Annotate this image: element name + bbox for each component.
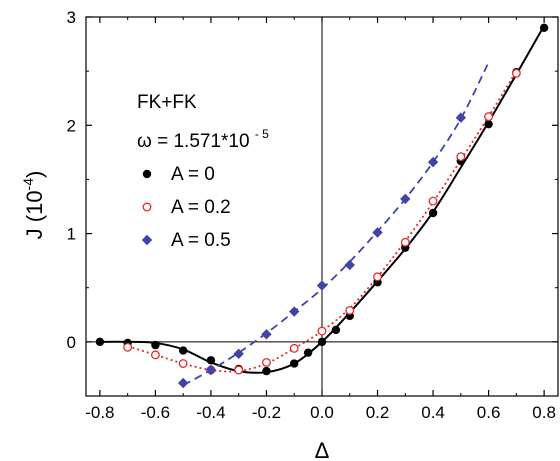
data-point-a-0: [262, 366, 271, 376]
x-tick-label: 0.8: [532, 403, 556, 422]
data-point-a-0-2: [511, 68, 521, 78]
data-point-a-0-2: [262, 357, 271, 367]
data-point-a-0-5: [261, 329, 272, 340]
data-point-a-0-2: [484, 112, 494, 122]
data-point-a-0-5: [233, 348, 244, 359]
data-point-a-0-5: [316, 280, 328, 291]
legend-marker-a-0: [142, 169, 152, 179]
x-tick-label: 0.0: [310, 403, 334, 422]
data-point-a-0-2: [456, 152, 466, 162]
data-point-a-0: [303, 348, 313, 357]
data-point-a-0-2: [150, 350, 160, 360]
y-axis-title: J (10-4): [20, 171, 47, 240]
axis-titles: Δ J (10-4): [20, 171, 330, 461]
legend-label-a-0: A = 0: [171, 164, 215, 185]
legend-marker-a-0-2: [142, 202, 152, 212]
axes: -0.8 -0.6 -0.4 -0.2 0.0 0.2 0.4 0.6 0.8 0 1 2 3: [67, 8, 559, 422]
legend-marker-a-0-5: [141, 234, 153, 246]
data-point-a-0: [290, 359, 299, 368]
data-point-a-0-2: [428, 196, 438, 206]
series-line-a-0-2: [127, 70, 518, 373]
plot-area: [86, 17, 558, 396]
y-axis-title-exponent: -4: [20, 178, 36, 191]
annotations: FK+FK ω = 1.571*10 - 5: [137, 92, 269, 152]
x-tick-label: -0.2: [252, 403, 281, 422]
data-point-a-0: [95, 337, 105, 347]
data-point-a-0: [178, 346, 188, 355]
y-tick-label: 2: [67, 116, 76, 135]
data-point-a-0: [317, 337, 327, 347]
data-point-a-0-5: [205, 364, 217, 376]
data-point-a-0-2: [373, 272, 382, 282]
x-tick-label: -0.8: [85, 403, 114, 422]
data-point-a-0-2: [289, 343, 299, 353]
data-point-a-0-5: [372, 227, 383, 238]
data-point-a-0-2: [123, 342, 133, 352]
data-point-a-0-5: [177, 377, 189, 389]
legend-label-a-0-2: A = 0.2: [171, 197, 231, 218]
annotation-omega-exponent: - 5: [255, 127, 269, 141]
legend: A = 0 A = 0.2 A = 0.5: [141, 164, 231, 251]
data-point-a-0-5: [289, 306, 300, 317]
data-point-a-0-2: [234, 365, 244, 375]
y-axis-title-base: J (10: [22, 190, 47, 239]
data-point-a-0-5: [427, 156, 439, 168]
x-tick-label: -0.4: [196, 403, 225, 422]
data-point-a-0-2: [178, 359, 188, 368]
data-point-a-0: [331, 325, 341, 335]
series-line-a-0-5: [182, 62, 490, 386]
annotation-omega-base: ω = 1.571*10: [137, 131, 250, 152]
data-point-a-0-2: [400, 237, 410, 247]
x-axis-title: Δ: [315, 438, 330, 461]
data-point-a-0-5: [344, 259, 355, 271]
y-tick-label: 3: [67, 8, 76, 27]
y-axis-title-close: ): [22, 171, 47, 178]
x-tick-label: 0.4: [421, 403, 445, 422]
data-point-a-0-5: [400, 193, 411, 205]
data-point-a-0-2: [345, 306, 355, 315]
data-point-a-0: [206, 356, 216, 365]
data-point-a-0: [539, 23, 549, 33]
y-tick-label: 1: [67, 225, 76, 244]
x-tick-label: 0.2: [366, 403, 390, 422]
y-tick-label: 0: [67, 333, 76, 352]
data-point-a-0: [484, 120, 493, 129]
data-point-a-0-5: [455, 112, 467, 123]
x-tick-label: -0.6: [141, 403, 170, 422]
data-point-a-0-2: [317, 326, 327, 336]
annotation-omega: ω = 1.571*10 - 5: [137, 127, 269, 152]
data-point-a-0: [151, 340, 160, 350]
annotation-label: FK+FK: [137, 92, 197, 113]
x-tick-label: 0.6: [477, 403, 501, 422]
legend-label-a-0-5: A = 0.5: [171, 230, 231, 251]
data-point-a-0: [428, 208, 438, 218]
